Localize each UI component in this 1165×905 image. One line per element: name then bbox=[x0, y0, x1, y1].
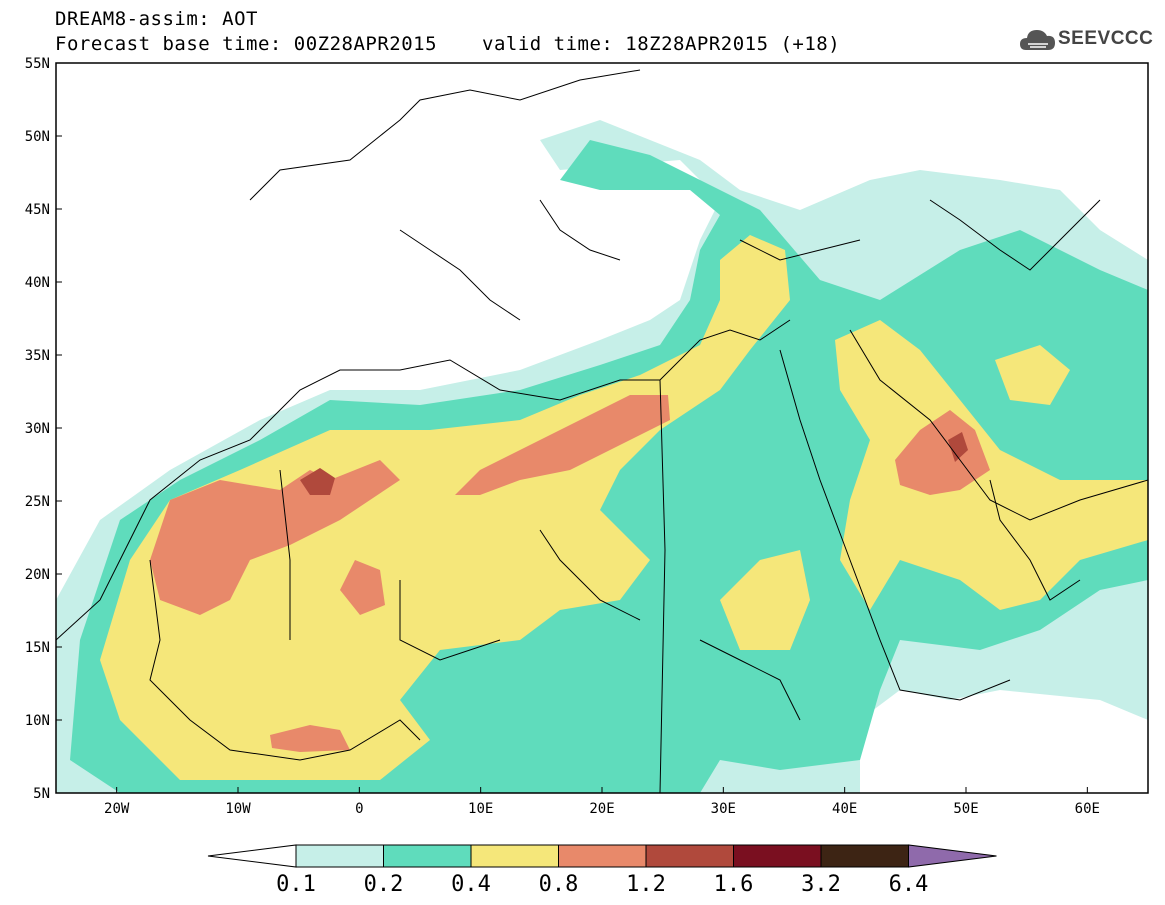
aot-band-0.8 bbox=[150, 460, 400, 615]
map-title: DREAM8-assim: AOT bbox=[55, 8, 258, 30]
lon-tick-label: 60E bbox=[1075, 801, 1100, 817]
lon-tick-label: 20W bbox=[104, 801, 130, 817]
aot-band-0.4-blob bbox=[720, 550, 810, 650]
lon-tick-label: 50E bbox=[953, 801, 978, 817]
logo-text: SEEVCCC bbox=[1058, 28, 1154, 49]
aot-band-1.2-east bbox=[948, 432, 968, 462]
lat-tick-label: 15N bbox=[25, 640, 50, 656]
coastlines bbox=[56, 69, 1148, 793]
aot-band-0.8-north bbox=[455, 395, 670, 495]
lat-tick-label: 30N bbox=[25, 421, 50, 437]
lat-tick-label: 40N bbox=[25, 275, 50, 291]
aot-band-0.8-south bbox=[270, 725, 350, 752]
forecast-base-time: Forecast base time: 00Z28APR2015 bbox=[55, 33, 438, 55]
lon-tick-label: 20E bbox=[589, 801, 614, 817]
colorbar-max-arrow bbox=[908, 844, 997, 868]
colorbar-level-label: 0.1 bbox=[276, 872, 316, 897]
lon-tick-label: 40E bbox=[832, 801, 857, 817]
colorbar-segment bbox=[558, 844, 647, 868]
colorbar-level-label: 1.2 bbox=[626, 872, 666, 897]
lon-tick-label: 10W bbox=[225, 801, 251, 817]
lat-tick-label: 10N bbox=[25, 713, 50, 729]
longitude-axis: 20W 10W 0 10E 20E 30E 40E 50E 60E bbox=[104, 787, 1100, 817]
cloud-logo-icon bbox=[1020, 30, 1055, 50]
valid-time: valid time: 18Z28APR2015 (+18) bbox=[482, 33, 841, 55]
latitude-axis: 55N 50N 45N 40N 35N 30N 25N 20N 15N 10N 5N bbox=[25, 56, 62, 802]
lon-tick-label: 10E bbox=[468, 801, 493, 817]
colorbar-segment bbox=[645, 844, 734, 868]
aot-band-1.2 bbox=[300, 468, 335, 495]
aot-band-0.8-east bbox=[895, 410, 990, 495]
lat-tick-label: 5N bbox=[33, 786, 50, 802]
lat-tick-label: 20N bbox=[25, 567, 50, 583]
colorbar-segment bbox=[820, 844, 909, 868]
lon-tick-label: 30E bbox=[711, 801, 736, 817]
colorbar-level-label: 3.2 bbox=[801, 872, 841, 897]
aot-field bbox=[56, 120, 1148, 793]
colorbar-min-arrow bbox=[207, 844, 297, 868]
colorbar-level-label: 1.6 bbox=[714, 872, 754, 897]
lat-tick-label: 25N bbox=[25, 494, 50, 510]
colorbar: 0.1 0.2 0.4 0.8 1.2 1.6 3.2 6.4 bbox=[207, 844, 997, 897]
colorbar-level-label: 6.4 bbox=[889, 872, 929, 897]
colorbar-segment bbox=[295, 844, 384, 868]
lat-tick-label: 45N bbox=[25, 202, 50, 218]
aot-band-0.8-mid bbox=[340, 560, 385, 615]
colorbar-segment bbox=[470, 844, 559, 868]
lat-tick-label: 35N bbox=[25, 348, 50, 364]
aot-band-0.4-east bbox=[835, 320, 1148, 610]
colorbar-segment bbox=[733, 844, 822, 868]
aot-band-0.4-blob2 bbox=[995, 345, 1070, 405]
colorbar-level-label: 0.2 bbox=[364, 872, 404, 897]
lat-tick-label: 50N bbox=[25, 129, 50, 145]
colorbar-segment bbox=[383, 844, 472, 868]
colorbar-level-label: 0.4 bbox=[451, 872, 491, 897]
lat-tick-label: 55N bbox=[25, 56, 50, 72]
lon-tick-label: 0 bbox=[355, 801, 363, 817]
aot-band-0.4 bbox=[100, 235, 790, 780]
colorbar-level-label: 0.8 bbox=[539, 872, 579, 897]
